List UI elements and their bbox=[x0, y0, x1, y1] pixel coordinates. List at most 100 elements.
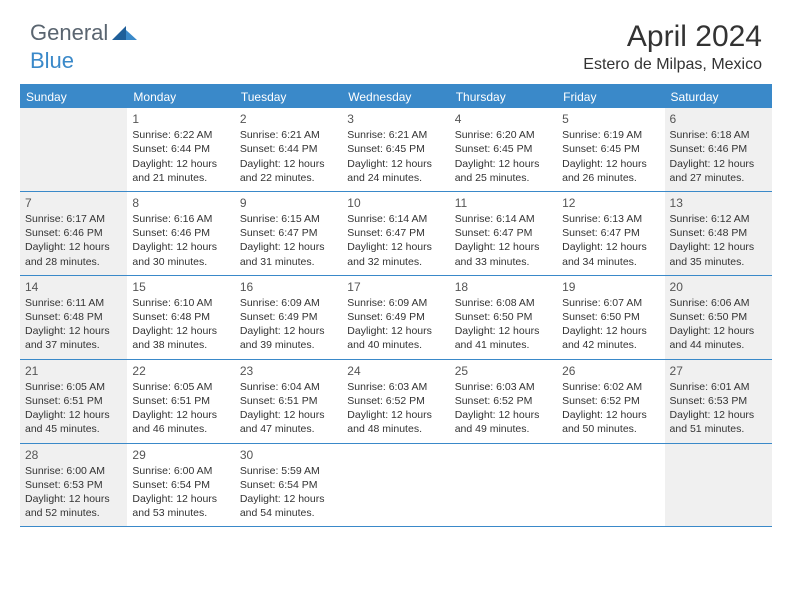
location: Estero de Milpas, Mexico bbox=[583, 56, 762, 74]
daylight-text: Daylight: 12 hours and 44 minutes. bbox=[670, 324, 767, 352]
weekday-header: Sunday bbox=[20, 86, 127, 108]
daylight-text: Daylight: 12 hours and 50 minutes. bbox=[562, 408, 659, 436]
logo-blue-row: Blue bbox=[30, 48, 74, 74]
week-row: 14Sunrise: 6:11 AMSunset: 6:48 PMDayligh… bbox=[20, 276, 772, 360]
sunrise-text: Sunrise: 6:08 AM bbox=[455, 296, 552, 310]
day-cell bbox=[557, 444, 664, 527]
day-number: 2 bbox=[240, 111, 337, 127]
day-number: 30 bbox=[240, 447, 337, 463]
sunset-text: Sunset: 6:48 PM bbox=[132, 310, 229, 324]
sunset-text: Sunset: 6:46 PM bbox=[132, 226, 229, 240]
day-number: 3 bbox=[347, 111, 444, 127]
day-number: 21 bbox=[25, 363, 122, 379]
daylight-text: Daylight: 12 hours and 51 minutes. bbox=[670, 408, 767, 436]
sunrise-text: Sunrise: 6:05 AM bbox=[132, 380, 229, 394]
sunrise-text: Sunrise: 6:12 AM bbox=[670, 212, 767, 226]
daylight-text: Daylight: 12 hours and 53 minutes. bbox=[132, 492, 229, 520]
sunset-text: Sunset: 6:52 PM bbox=[455, 394, 552, 408]
day-cell: 2Sunrise: 6:21 AMSunset: 6:44 PMDaylight… bbox=[235, 108, 342, 191]
day-number: 23 bbox=[240, 363, 337, 379]
sunset-text: Sunset: 6:45 PM bbox=[562, 142, 659, 156]
daylight-text: Daylight: 12 hours and 31 minutes. bbox=[240, 240, 337, 268]
day-number: 28 bbox=[25, 447, 122, 463]
day-number: 6 bbox=[670, 111, 767, 127]
sunrise-text: Sunrise: 6:20 AM bbox=[455, 128, 552, 142]
day-number: 19 bbox=[562, 279, 659, 295]
day-cell: 26Sunrise: 6:02 AMSunset: 6:52 PMDayligh… bbox=[557, 360, 664, 443]
daylight-text: Daylight: 12 hours and 42 minutes. bbox=[562, 324, 659, 352]
day-cell: 16Sunrise: 6:09 AMSunset: 6:49 PMDayligh… bbox=[235, 276, 342, 359]
week-row: 1Sunrise: 6:22 AMSunset: 6:44 PMDaylight… bbox=[20, 108, 772, 192]
sunrise-text: Sunrise: 6:03 AM bbox=[347, 380, 444, 394]
daylight-text: Daylight: 12 hours and 45 minutes. bbox=[25, 408, 122, 436]
sunset-text: Sunset: 6:51 PM bbox=[25, 394, 122, 408]
day-cell: 3Sunrise: 6:21 AMSunset: 6:45 PMDaylight… bbox=[342, 108, 449, 191]
day-cell: 28Sunrise: 6:00 AMSunset: 6:53 PMDayligh… bbox=[20, 444, 127, 527]
day-cell bbox=[20, 108, 127, 191]
sunset-text: Sunset: 6:51 PM bbox=[240, 394, 337, 408]
sunrise-text: Sunrise: 6:14 AM bbox=[455, 212, 552, 226]
day-number: 7 bbox=[25, 195, 122, 211]
sunrise-text: Sunrise: 6:09 AM bbox=[240, 296, 337, 310]
sunset-text: Sunset: 6:45 PM bbox=[455, 142, 552, 156]
day-cell: 8Sunrise: 6:16 AMSunset: 6:46 PMDaylight… bbox=[127, 192, 234, 275]
sunrise-text: Sunrise: 6:21 AM bbox=[347, 128, 444, 142]
weekday-header: Wednesday bbox=[342, 86, 449, 108]
sunrise-text: Sunrise: 6:04 AM bbox=[240, 380, 337, 394]
day-cell: 11Sunrise: 6:14 AMSunset: 6:47 PMDayligh… bbox=[450, 192, 557, 275]
day-number: 18 bbox=[455, 279, 552, 295]
sunrise-text: Sunrise: 6:03 AM bbox=[455, 380, 552, 394]
sunset-text: Sunset: 6:48 PM bbox=[670, 226, 767, 240]
day-cell: 27Sunrise: 6:01 AMSunset: 6:53 PMDayligh… bbox=[665, 360, 772, 443]
sunset-text: Sunset: 6:50 PM bbox=[562, 310, 659, 324]
sunrise-text: Sunrise: 6:14 AM bbox=[347, 212, 444, 226]
daylight-text: Daylight: 12 hours and 52 minutes. bbox=[25, 492, 122, 520]
day-number: 29 bbox=[132, 447, 229, 463]
sunset-text: Sunset: 6:46 PM bbox=[25, 226, 122, 240]
sunrise-text: Sunrise: 6:16 AM bbox=[132, 212, 229, 226]
daylight-text: Daylight: 12 hours and 32 minutes. bbox=[347, 240, 444, 268]
day-number: 15 bbox=[132, 279, 229, 295]
sunset-text: Sunset: 6:49 PM bbox=[347, 310, 444, 324]
day-number: 14 bbox=[25, 279, 122, 295]
week-row: 28Sunrise: 6:00 AMSunset: 6:53 PMDayligh… bbox=[20, 444, 772, 528]
sunrise-text: Sunrise: 6:15 AM bbox=[240, 212, 337, 226]
sunset-text: Sunset: 6:47 PM bbox=[562, 226, 659, 240]
daylight-text: Daylight: 12 hours and 27 minutes. bbox=[670, 157, 767, 185]
sunset-text: Sunset: 6:53 PM bbox=[670, 394, 767, 408]
sunrise-text: Sunrise: 6:01 AM bbox=[670, 380, 767, 394]
daylight-text: Daylight: 12 hours and 28 minutes. bbox=[25, 240, 122, 268]
daylight-text: Daylight: 12 hours and 39 minutes. bbox=[240, 324, 337, 352]
day-number: 4 bbox=[455, 111, 552, 127]
day-number: 16 bbox=[240, 279, 337, 295]
sunset-text: Sunset: 6:52 PM bbox=[562, 394, 659, 408]
day-number: 20 bbox=[670, 279, 767, 295]
week-row: 7Sunrise: 6:17 AMSunset: 6:46 PMDaylight… bbox=[20, 192, 772, 276]
day-cell: 5Sunrise: 6:19 AMSunset: 6:45 PMDaylight… bbox=[557, 108, 664, 191]
day-cell: 14Sunrise: 6:11 AMSunset: 6:48 PMDayligh… bbox=[20, 276, 127, 359]
weekday-header: Saturday bbox=[665, 86, 772, 108]
day-number: 13 bbox=[670, 195, 767, 211]
sunrise-text: Sunrise: 6:17 AM bbox=[25, 212, 122, 226]
daylight-text: Daylight: 12 hours and 38 minutes. bbox=[132, 324, 229, 352]
daylight-text: Daylight: 12 hours and 24 minutes. bbox=[347, 157, 444, 185]
day-cell bbox=[450, 444, 557, 527]
day-number: 5 bbox=[562, 111, 659, 127]
logo-triangle-icon bbox=[112, 24, 138, 42]
day-number: 10 bbox=[347, 195, 444, 211]
day-number: 12 bbox=[562, 195, 659, 211]
sunrise-text: Sunrise: 6:07 AM bbox=[562, 296, 659, 310]
day-number: 27 bbox=[670, 363, 767, 379]
sunrise-text: Sunrise: 6:02 AM bbox=[562, 380, 659, 394]
weekday-header: Tuesday bbox=[235, 86, 342, 108]
daylight-text: Daylight: 12 hours and 35 minutes. bbox=[670, 240, 767, 268]
sunrise-text: Sunrise: 6:09 AM bbox=[347, 296, 444, 310]
sunrise-text: Sunrise: 5:59 AM bbox=[240, 464, 337, 478]
sunset-text: Sunset: 6:44 PM bbox=[240, 142, 337, 156]
day-number: 17 bbox=[347, 279, 444, 295]
daylight-text: Daylight: 12 hours and 40 minutes. bbox=[347, 324, 444, 352]
sunset-text: Sunset: 6:47 PM bbox=[347, 226, 444, 240]
sunrise-text: Sunrise: 6:05 AM bbox=[25, 380, 122, 394]
sunset-text: Sunset: 6:51 PM bbox=[132, 394, 229, 408]
daylight-text: Daylight: 12 hours and 37 minutes. bbox=[25, 324, 122, 352]
